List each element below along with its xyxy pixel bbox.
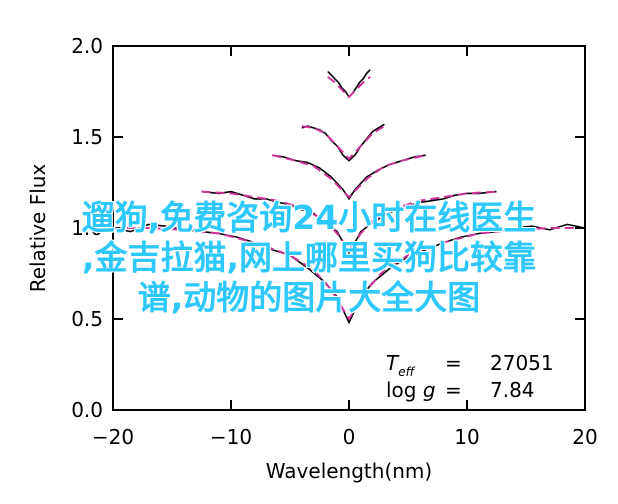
x-tick-label: 0 bbox=[343, 425, 356, 449]
y-tick-label: 0.0 bbox=[71, 398, 103, 422]
x-axis-label: Wavelength(nm) bbox=[266, 459, 432, 483]
observed-line-6 bbox=[301, 123, 385, 162]
y-tick-label: 2.0 bbox=[71, 34, 103, 58]
logg-label: log g bbox=[386, 378, 436, 402]
observed-line-0 bbox=[112, 223, 586, 325]
model-line-3 bbox=[201, 190, 497, 252]
model-line-7 bbox=[301, 125, 385, 161]
x-tick-label: 20 bbox=[572, 425, 597, 449]
observed-line-8 bbox=[327, 69, 371, 99]
y-tick-label: 0.5 bbox=[71, 307, 103, 331]
logg-value: 7.84 bbox=[490, 378, 535, 402]
y-tick-label: 1.5 bbox=[71, 125, 103, 149]
tick-layer: −20 −10 0 10 20 0.0 0.5 1.0 1.5 2.0 bbox=[71, 34, 598, 449]
series-layer bbox=[112, 69, 586, 325]
model-line-1 bbox=[113, 227, 585, 321]
y-tick-label: 1.0 bbox=[71, 216, 103, 240]
model-line-5 bbox=[272, 154, 426, 199]
teff-value: 27051 bbox=[490, 351, 554, 375]
logg-equals: = bbox=[445, 378, 462, 402]
model-line-9 bbox=[327, 76, 371, 99]
teff-label: Teff bbox=[386, 351, 416, 379]
y-axis-label: Relative Flux bbox=[26, 164, 50, 293]
x-tick-label: 10 bbox=[454, 425, 479, 449]
observed-line-2 bbox=[201, 190, 497, 256]
parameter-annotation: Teff = 27051 log g = 7.84 bbox=[386, 351, 554, 402]
x-tick-label: −10 bbox=[210, 425, 252, 449]
teff-equals: = bbox=[445, 351, 462, 375]
x-tick-label: −20 bbox=[92, 425, 134, 449]
